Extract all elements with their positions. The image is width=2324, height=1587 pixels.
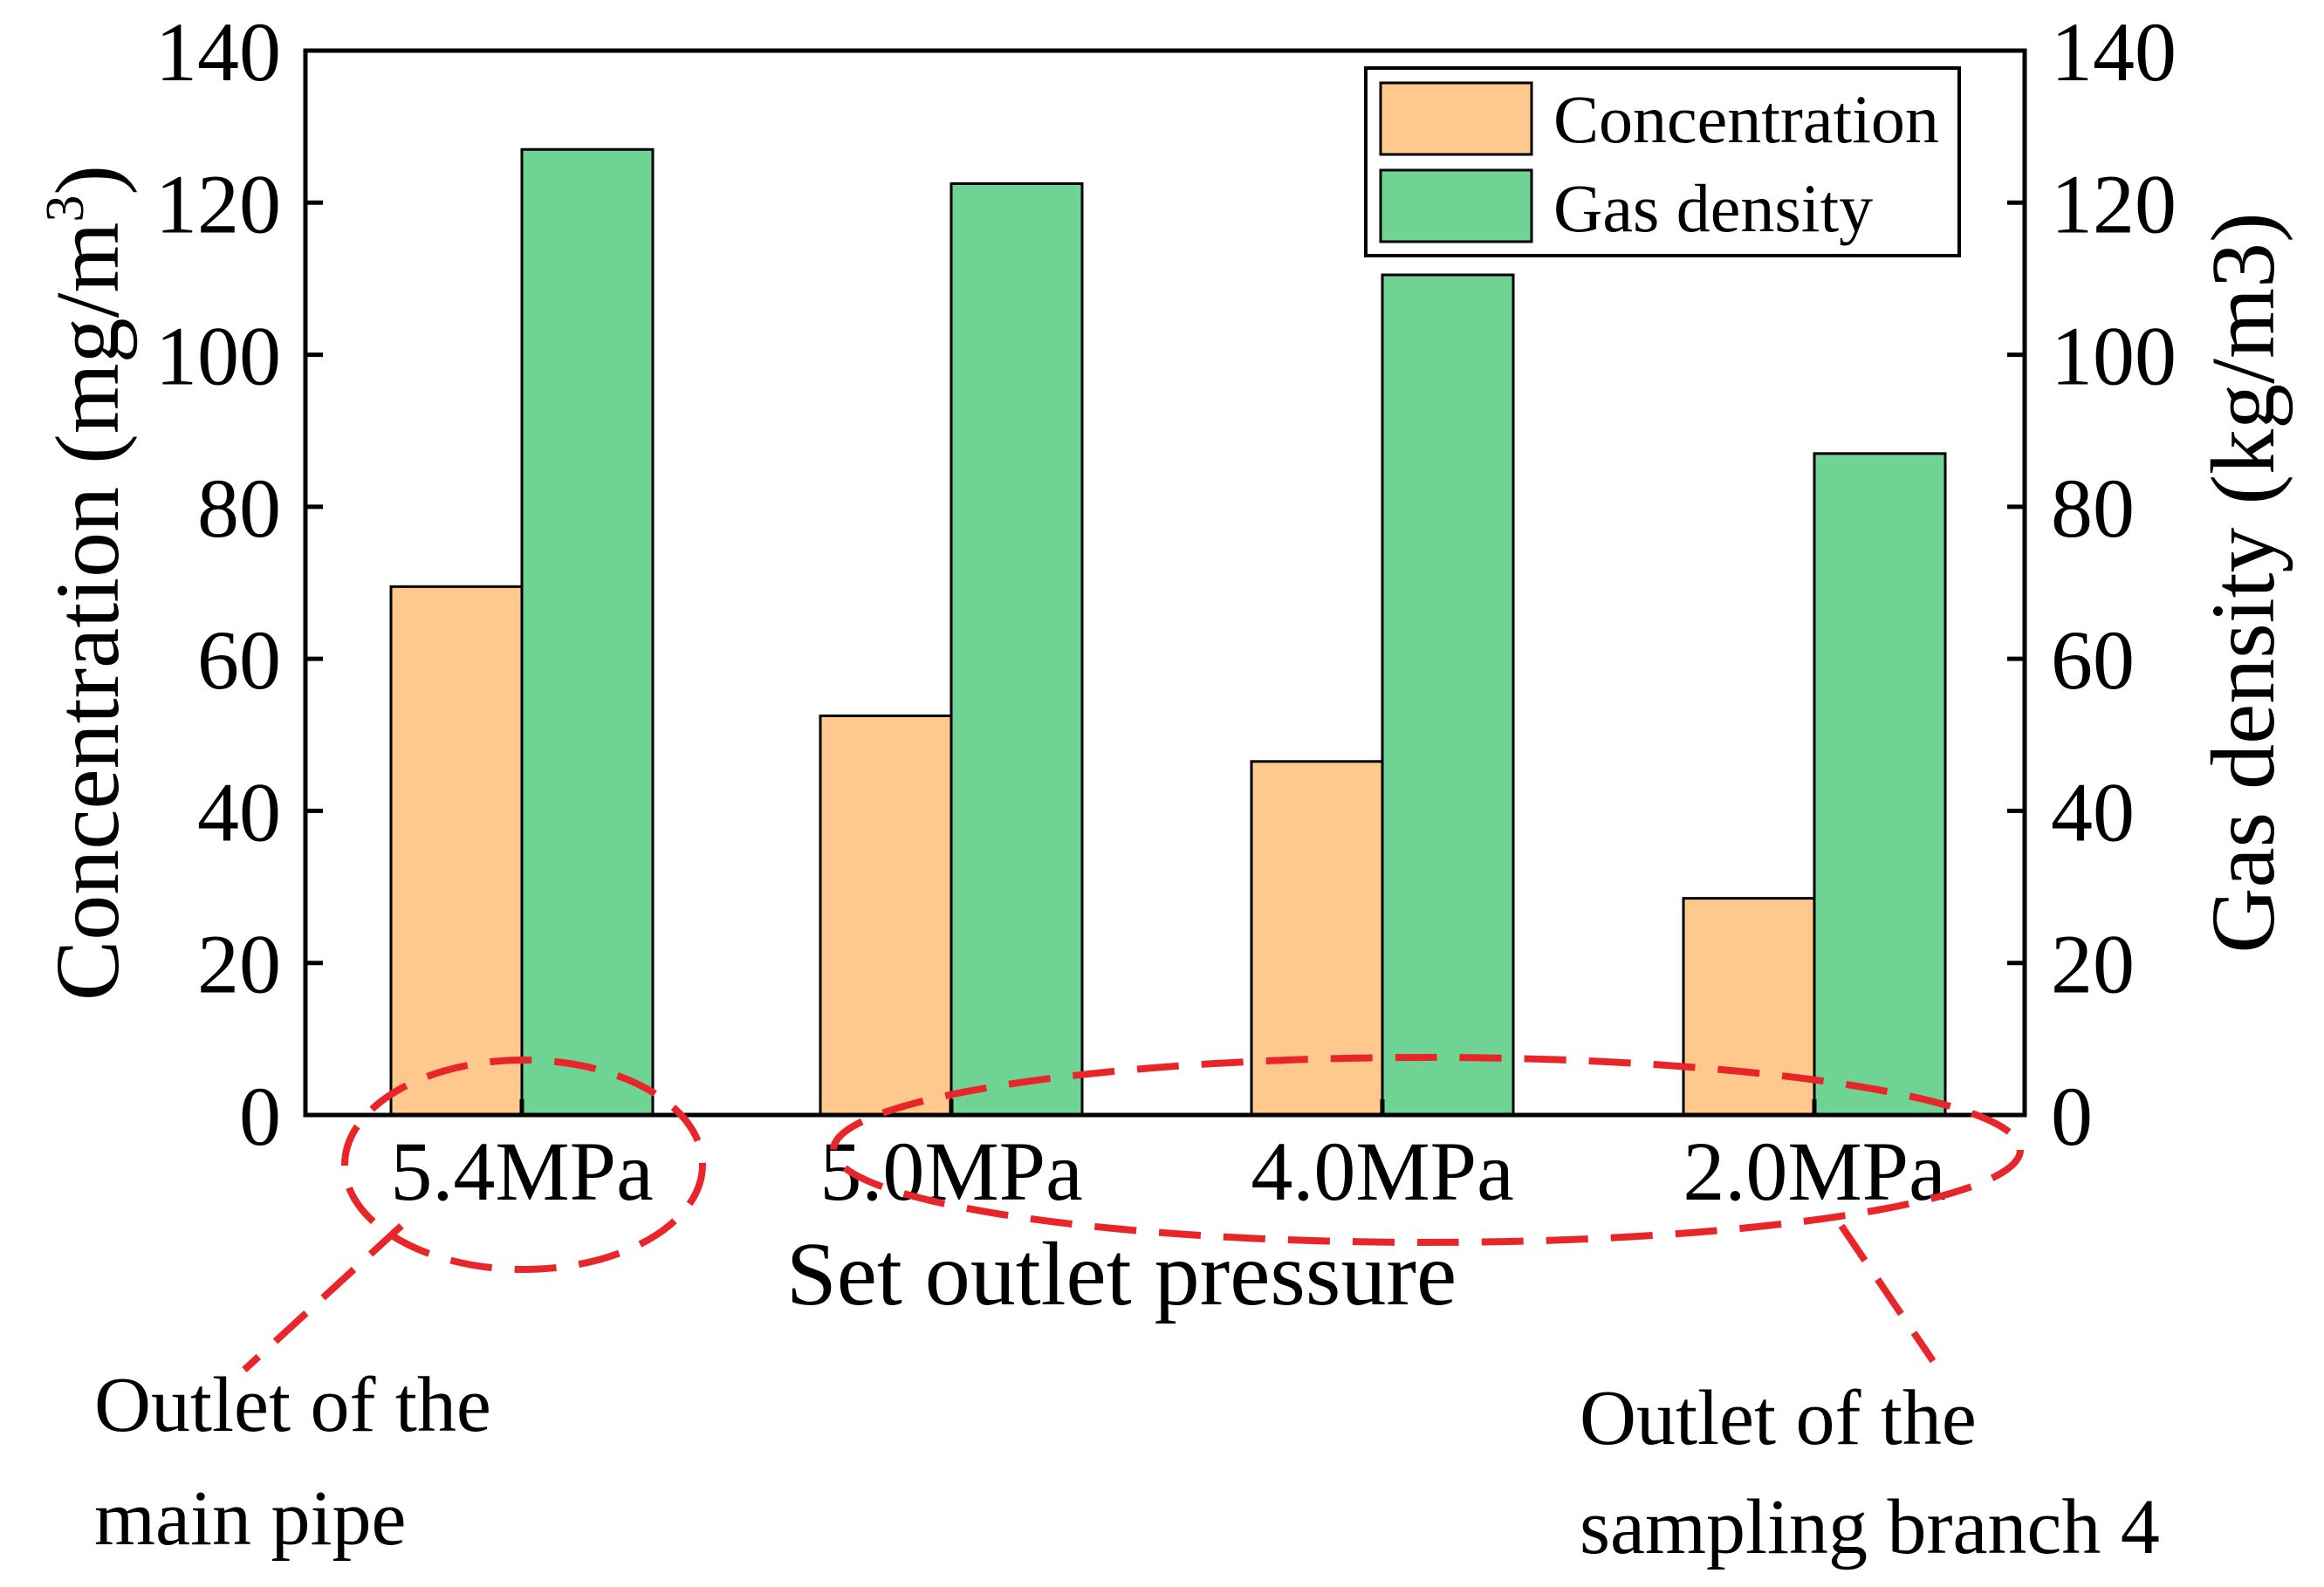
legend-swatch-gas-density <box>1379 168 1533 243</box>
bar-concentration-2.0MPa <box>1682 897 1816 1117</box>
bars-group <box>389 147 1947 1117</box>
annotation-main-pipe-line2: main pipe <box>94 1475 406 1562</box>
annotation-main-pipe-line1: Outlet of the <box>94 1362 491 1448</box>
y-right-tick-label: 80 <box>2051 462 2135 555</box>
y-left-tick-label: 40 <box>197 765 281 858</box>
legend-label-concentration: Concentration <box>1553 81 1939 157</box>
annotation-sampling-branch-line1: Outlet of the <box>1580 1375 1977 1461</box>
annotations <box>242 1054 2024 1372</box>
x-axis-title: Set outlet pressure <box>786 1224 1457 1324</box>
legend: Concentration Gas density <box>1364 66 1961 257</box>
y-axis-left-title: Concentration (mg/m3) <box>36 165 138 1001</box>
y-axis-right-title: Gas density (kg/m3) <box>2193 212 2293 953</box>
annotation-leader-main-pipe <box>242 1223 404 1372</box>
y-left-tick-label: 60 <box>197 613 281 707</box>
y-right-tick-label: 40 <box>2051 765 2135 858</box>
y-right-tick-label: 120 <box>2051 157 2177 250</box>
y-right-tick-label: 60 <box>2051 613 2135 707</box>
x-tick-label: 5.0MPa <box>819 1125 1082 1218</box>
annotation-sampling-branch-line2: sampling branch 4 <box>1580 1484 2160 1570</box>
y-right-tick-label: 20 <box>2051 918 2135 1011</box>
y-left-tick-label: 100 <box>155 310 281 403</box>
y-right-tick-label: 140 <box>2051 5 2177 99</box>
bar-concentration-5.4MPa <box>389 585 524 1117</box>
bar-gas-density-5.4MPa <box>520 147 655 1117</box>
legend-swatch-concentration <box>1379 81 1533 156</box>
annotation-ellipse-main-pipe <box>341 1057 706 1273</box>
plot-frame <box>303 48 2027 1118</box>
x-tick-label: 4.0MPa <box>1251 1125 1513 1218</box>
y-right-tick-label: 100 <box>2051 310 2177 403</box>
y-left-tick-label: 0 <box>239 1070 281 1163</box>
bar-gas-density-2.0MPa <box>1813 452 1947 1117</box>
y-right-tick-label: 0 <box>2051 1070 2093 1163</box>
y-left-tick-label: 140 <box>155 5 281 99</box>
y-left-tick-label: 20 <box>197 918 281 1011</box>
bar-gas-density-5.0MPa <box>949 182 1084 1117</box>
bar-gas-density-4.0MPa <box>1381 273 1515 1117</box>
annotation-leader-sampling-branch <box>1838 1223 1937 1364</box>
bar-concentration-5.0MPa <box>819 715 953 1117</box>
y-left-tick-label: 80 <box>197 462 281 555</box>
ticks-group: 0 20 40 60 80 100 120 140 0 20 40 60 80 100 120 140 5.4M… <box>155 5 2177 1218</box>
annotation-ellipse-sampling-branch <box>830 1054 2024 1246</box>
legend-label-gas-density: Gas density <box>1553 170 1873 246</box>
x-tick-label: 5.4MPa <box>390 1125 653 1218</box>
y-left-tick-label: 120 <box>155 157 281 250</box>
